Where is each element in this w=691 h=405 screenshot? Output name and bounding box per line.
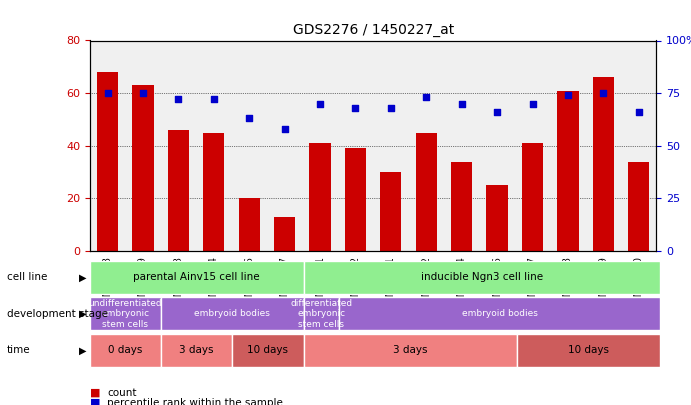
FancyBboxPatch shape (232, 334, 303, 367)
Point (173, 96, 184, 103)
Point (314, 100, 325, 107)
Text: ▶: ▶ (79, 309, 87, 319)
Bar (522, 143, 543, 251)
Point (350, 104, 361, 111)
Text: 10 days: 10 days (247, 345, 288, 355)
Text: development stage: development stage (7, 309, 108, 319)
Bar (238, 198, 260, 251)
Text: inducible Ngn3 cell line: inducible Ngn3 cell line (421, 273, 543, 282)
Bar (486, 185, 508, 251)
Point (633, 109, 644, 115)
Bar (310, 143, 330, 251)
Text: ▶: ▶ (79, 345, 87, 355)
Bar (274, 217, 295, 251)
FancyBboxPatch shape (90, 297, 161, 330)
Bar (415, 133, 437, 251)
Text: 0 days: 0 days (108, 345, 142, 355)
Text: count: count (107, 388, 137, 398)
Bar (628, 162, 650, 251)
FancyBboxPatch shape (90, 261, 303, 294)
Text: ■: ■ (90, 388, 100, 398)
FancyBboxPatch shape (90, 334, 161, 367)
Bar (97, 72, 118, 251)
Bar (345, 149, 366, 251)
Point (527, 100, 538, 107)
FancyBboxPatch shape (303, 334, 518, 367)
Bar (593, 77, 614, 251)
Point (208, 96, 219, 103)
Text: undifferentiated
embryonic
stem cells: undifferentiated embryonic stem cells (88, 299, 162, 329)
Point (279, 126, 290, 132)
Point (491, 109, 502, 115)
Point (456, 100, 467, 107)
Text: cell line: cell line (7, 273, 47, 282)
Text: parental Ainv15 cell line: parental Ainv15 cell line (133, 273, 260, 282)
Point (138, 90, 149, 96)
FancyBboxPatch shape (303, 261, 660, 294)
Point (562, 92, 574, 98)
Bar (132, 85, 153, 251)
Text: time: time (7, 345, 30, 355)
Text: 3 days: 3 days (180, 345, 214, 355)
Text: embryoid bodies: embryoid bodies (462, 309, 538, 318)
Bar (168, 130, 189, 251)
Text: 3 days: 3 days (393, 345, 428, 355)
Point (421, 94, 432, 100)
Point (102, 90, 113, 96)
Point (386, 104, 397, 111)
Title: GDS2276 / 1450227_at: GDS2276 / 1450227_at (292, 23, 454, 37)
Bar (557, 91, 578, 251)
FancyBboxPatch shape (303, 297, 339, 330)
FancyBboxPatch shape (518, 334, 660, 367)
Point (598, 90, 609, 96)
Bar (380, 172, 401, 251)
FancyBboxPatch shape (161, 334, 232, 367)
Text: ▶: ▶ (79, 273, 87, 282)
Text: differentiated
embryonic
stem cells: differentiated embryonic stem cells (290, 299, 352, 329)
Text: ■: ■ (90, 398, 100, 405)
Bar (203, 133, 225, 251)
Point (244, 115, 255, 122)
Text: embryoid bodies: embryoid bodies (194, 309, 270, 318)
FancyBboxPatch shape (339, 297, 660, 330)
Bar (451, 162, 472, 251)
Text: percentile rank within the sample: percentile rank within the sample (107, 398, 283, 405)
FancyBboxPatch shape (161, 297, 303, 330)
Text: 10 days: 10 days (568, 345, 609, 355)
